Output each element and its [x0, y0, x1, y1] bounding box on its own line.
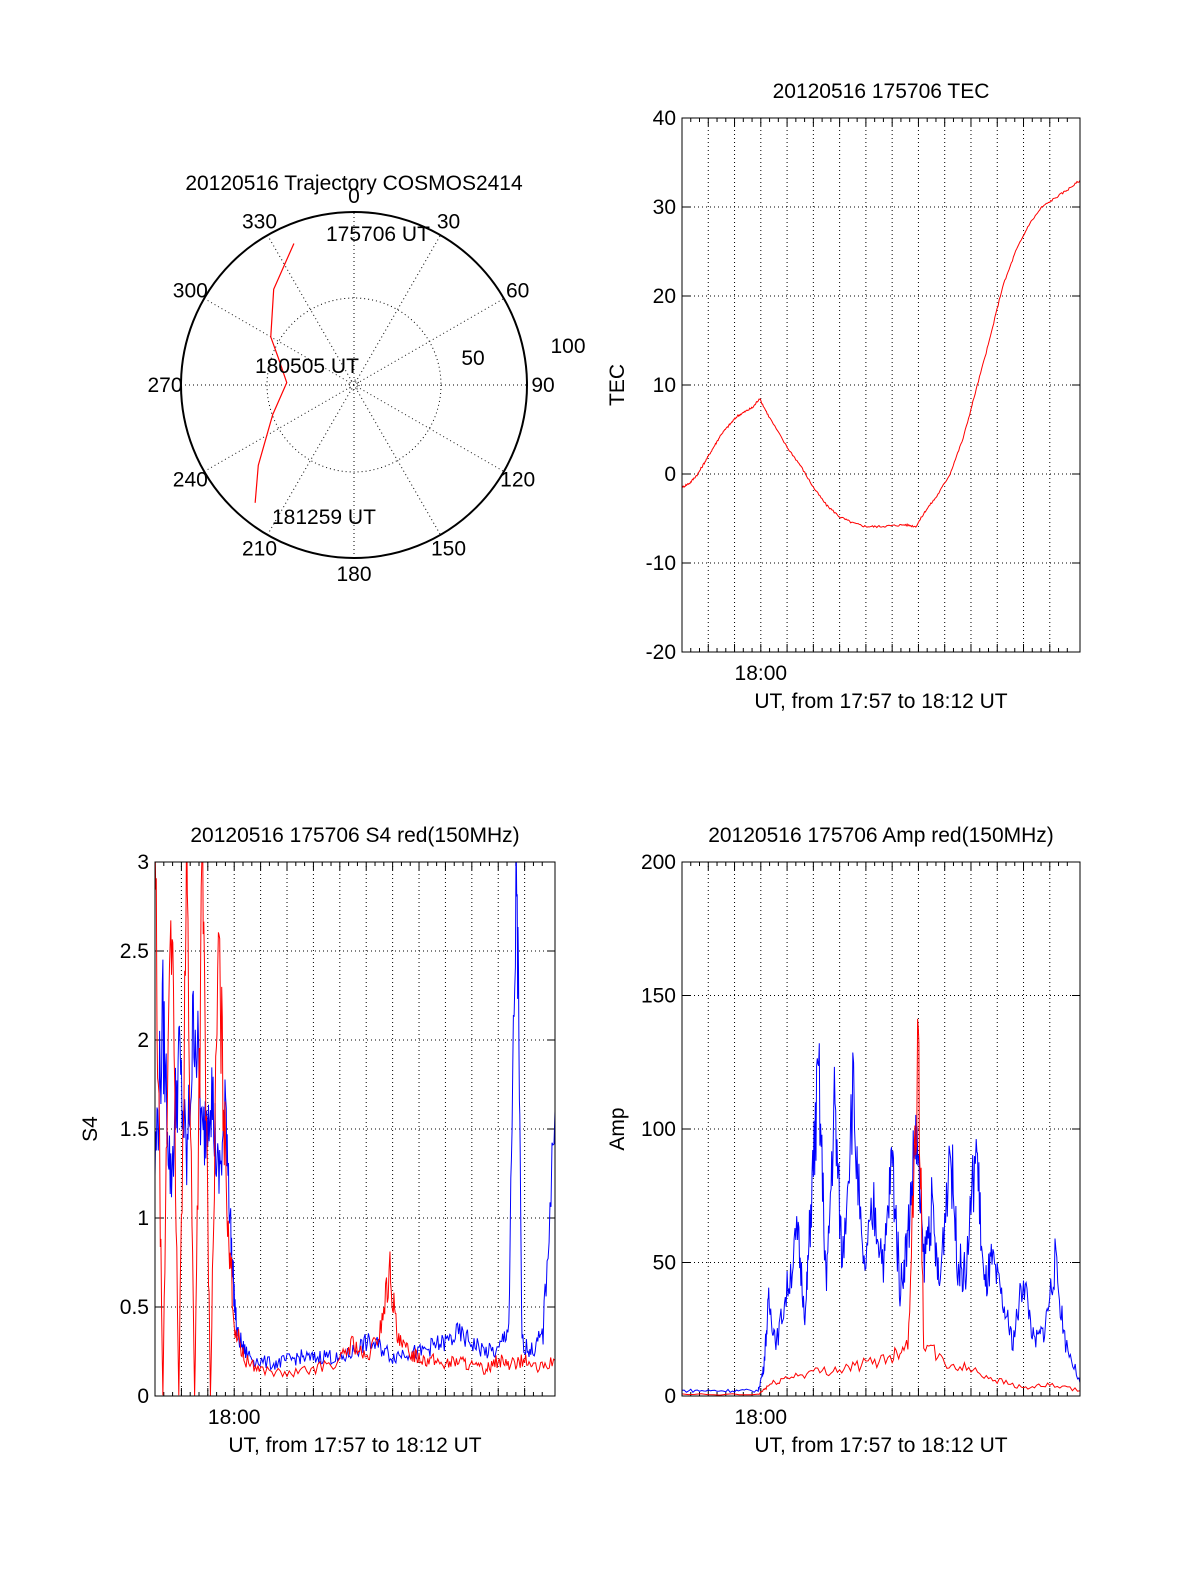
series-line	[155, 862, 555, 1396]
trajectory-track	[254, 243, 295, 503]
polar-spoke	[267, 234, 441, 536]
y-tick-label: 0.5	[120, 1296, 149, 1319]
y-tick-label: 50	[653, 1252, 676, 1275]
y-tick-label: 200	[641, 851, 676, 874]
polar-angle-label: 210	[242, 538, 277, 561]
polar-angle-label: 120	[500, 469, 535, 492]
y-tick-label: 1	[137, 1207, 149, 1230]
y-tick-label: 100	[641, 1118, 676, 1141]
series-line	[682, 1043, 1080, 1394]
amp-panel: 20120516 175706 Amp red(150MHz) 0 50 100 150…	[606, 824, 1081, 1457]
y-axis-label: Amp	[606, 1107, 629, 1150]
y-tick-label: 2.5	[120, 940, 149, 963]
x-axis-label: UT, from 17:57 to 18:12 UT	[754, 1434, 1007, 1457]
y-tick-label: 0	[664, 463, 676, 486]
radial-label-50: 50	[461, 347, 484, 370]
y-tick-label: 0	[664, 1385, 676, 1408]
polar-angle-label: 90	[531, 374, 554, 397]
x-tick-label: 18:00	[735, 1406, 788, 1429]
series-line	[682, 180, 1080, 529]
track-start-label: 175706 UT	[326, 223, 430, 246]
y-tick-label: 150	[641, 985, 676, 1008]
plot-frame	[681, 117, 1081, 653]
panel-title: 20120516 175706 S4 red(150MHz)	[190, 824, 519, 847]
polar-angle-label: 330	[242, 210, 277, 233]
polar-angle-label: 30	[437, 210, 460, 233]
polar-angle-label: 150	[431, 538, 466, 561]
track-mid-label: 180505 UT	[255, 355, 359, 378]
x-axis-label: UT, from 17:57 to 18:12 UT	[754, 690, 1007, 713]
polar-angle-label: 180	[336, 563, 371, 586]
y-tick-label: 10	[653, 374, 676, 397]
x-tick-label: 18:00	[208, 1406, 261, 1429]
s4-panel: 20120516 175706 S4 red(150MHz) 0 0.5 1 1.5 2 2…	[79, 824, 556, 1457]
panel-title: 20120516 175706 Amp red(150MHz)	[708, 824, 1054, 847]
series-line	[682, 1018, 1080, 1396]
y-tick-label: 2	[137, 1029, 149, 1052]
y-axis-label: S4	[79, 1116, 102, 1142]
polar-angle-label: 270	[147, 374, 182, 397]
polar-grid	[180, 211, 528, 559]
polar-angle-labels: 0 30 60 90 120 150 180 210 240 270 300 330	[147, 185, 554, 586]
polar-spokes	[181, 212, 527, 558]
y-tick-label: -10	[646, 552, 676, 575]
y-tick-label: 20	[653, 285, 676, 308]
y-tick-label: 30	[653, 196, 676, 219]
polar-center-mark	[348, 379, 360, 391]
y-tick-label: 3	[137, 851, 149, 874]
y-axis-label: TEC	[606, 364, 629, 406]
track-end-label: 181259 UT	[272, 506, 376, 529]
plot-frame	[681, 861, 1081, 1397]
radial-label-100: 100	[550, 335, 585, 358]
tec-panel: 20120516 175706 TEC -20 -10 0 10 20 30 40 18:00 U…	[606, 80, 1081, 713]
y-tick-label: 1.5	[120, 1118, 149, 1141]
x-axis-label: UT, from 17:57 to 18:12 UT	[228, 1434, 481, 1457]
plot-frame	[154, 861, 556, 1397]
y-tick-label: 0	[137, 1385, 149, 1408]
trajectory-title: 20120516 Trajectory COSMOS2414	[185, 172, 523, 195]
trajectory-panel: 20120516 Trajectory COSMOS2414 0 30 60 90 12…	[147, 172, 585, 586]
y-tick-label: 40	[653, 107, 676, 130]
polar-angle-label: 60	[506, 280, 529, 303]
polar-angle-label: 0	[348, 185, 360, 208]
series-line	[155, 862, 555, 1371]
polar-angle-label: 300	[173, 280, 208, 303]
polar-angle-label: 240	[173, 469, 208, 492]
y-tick-label: -20	[646, 641, 676, 664]
x-tick-label: 18:00	[735, 662, 788, 685]
panel-title: 20120516 175706 TEC	[773, 80, 990, 103]
